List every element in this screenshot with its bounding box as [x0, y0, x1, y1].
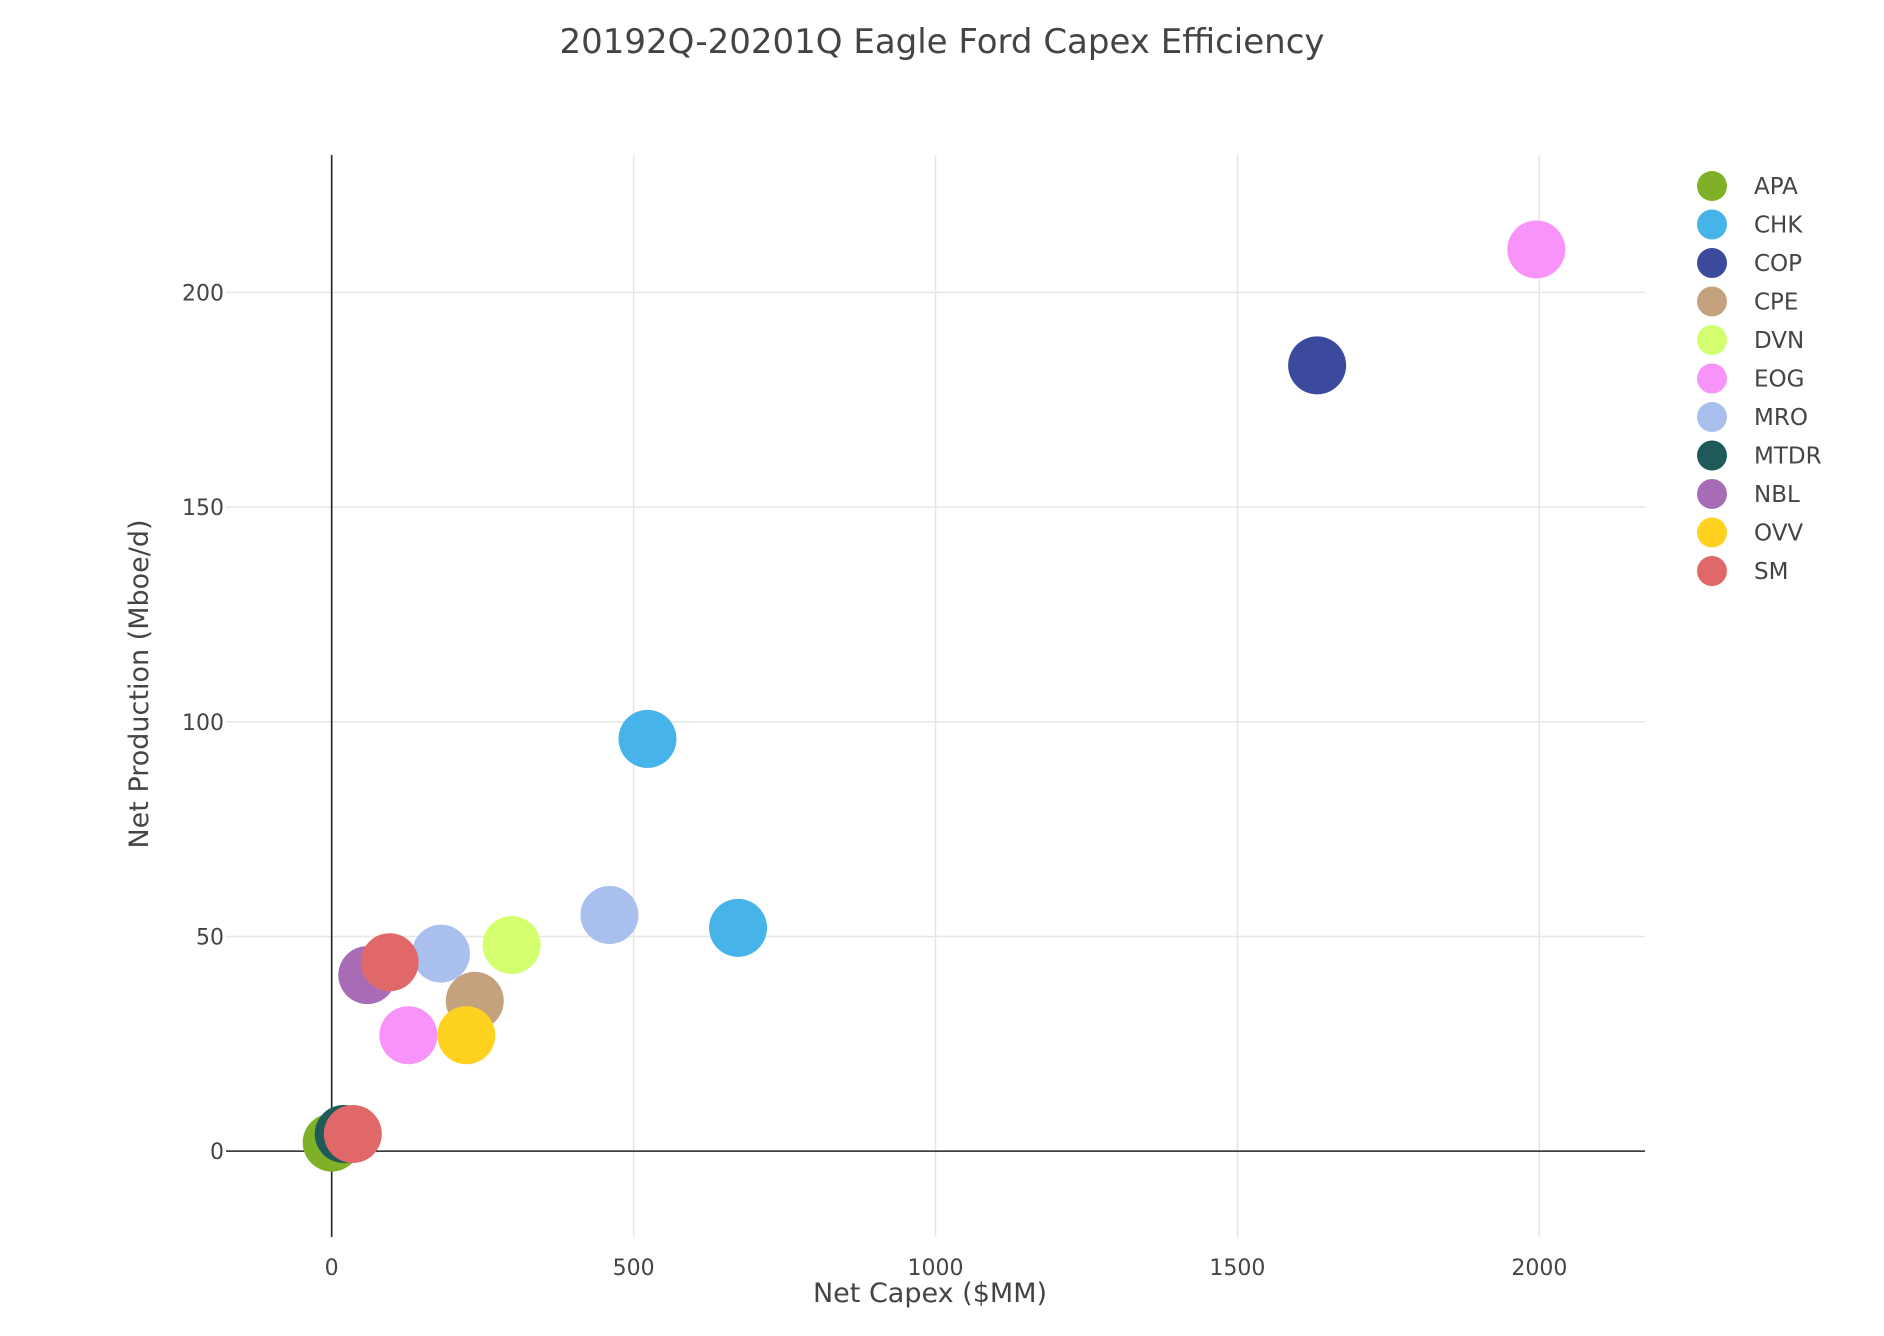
legend-label: EOG	[1754, 367, 1804, 393]
x-tick-label: 500	[613, 1256, 655, 1281]
data-point-mro[interactable]	[580, 885, 639, 944]
legend-item-cpe[interactable]: CPE	[1697, 286, 1798, 317]
data-point-cop[interactable]	[1288, 336, 1347, 395]
legend-marker	[1697, 286, 1727, 317]
legend-marker	[1697, 440, 1727, 471]
legend-marker	[1697, 363, 1727, 394]
legend-label: MRO	[1754, 405, 1808, 431]
x-tick-label: 2000	[1511, 1256, 1567, 1281]
data-point-chk[interactable]	[709, 898, 768, 957]
legend-item-mtdr[interactable]: MTDR	[1697, 440, 1822, 471]
gridlines	[226, 155, 1645, 1237]
legend-marker	[1697, 248, 1727, 278]
axes: 0 500 1000 1500 2000 0 50 100 150 200	[182, 155, 1645, 1281]
legend-item-dvn[interactable]: DVN	[1697, 325, 1804, 355]
legend-marker	[1697, 402, 1727, 432]
legend-item-mro[interactable]: MRO	[1697, 402, 1808, 432]
legend-item-apa[interactable]: APA	[1697, 171, 1798, 201]
legend-label: APA	[1754, 174, 1798, 200]
y-axis-title: Net Production (Mboe/d)	[124, 519, 155, 848]
chart-title: 20192Q-20201Q Eagle Ford Capex Efficienc…	[559, 22, 1324, 62]
x-axis-title: Net Capex ($MM)	[813, 1278, 1047, 1309]
data-point-dvn[interactable]	[482, 916, 541, 975]
legend-label: OVV	[1754, 521, 1803, 547]
y-tick-label: 150	[182, 496, 224, 521]
data-point-eog[interactable]	[1507, 220, 1566, 279]
y-tick-label: 50	[196, 925, 224, 950]
legend-label: SM	[1754, 559, 1788, 585]
legend: APA CHK COP CPE DVN EOG MRO MTDR NBL OVV SM	[1697, 171, 1822, 586]
legend-marker	[1697, 556, 1727, 586]
legend-marker	[1697, 479, 1727, 509]
legend-label: CHK	[1754, 213, 1803, 239]
data-point-mro[interactable]	[411, 924, 470, 983]
legend-label: DVN	[1754, 328, 1804, 354]
legend-marker	[1697, 171, 1727, 201]
legend-marker	[1697, 325, 1727, 355]
legend-item-nbl[interactable]: NBL	[1697, 479, 1800, 509]
y-tick-label: 0	[210, 1140, 224, 1165]
legend-marker	[1697, 517, 1727, 548]
data-points	[302, 220, 1566, 1172]
legend-label: MTDR	[1754, 444, 1822, 470]
legend-label: NBL	[1754, 482, 1800, 508]
x-tick-label: 1500	[1209, 1256, 1265, 1281]
x-tick-label: 0	[325, 1256, 339, 1281]
legend-label: CPE	[1754, 290, 1798, 316]
legend-label: COP	[1754, 251, 1802, 277]
legend-marker	[1697, 209, 1727, 240]
legend-item-eog[interactable]: EOG	[1697, 363, 1804, 394]
data-point-sm[interactable]	[360, 933, 419, 992]
data-point-sm[interactable]	[323, 1104, 382, 1163]
legend-item-cop[interactable]: COP	[1697, 248, 1802, 278]
legend-item-ovv[interactable]: OVV	[1697, 517, 1803, 548]
legend-item-sm[interactable]: SM	[1697, 556, 1788, 586]
data-point-chk[interactable]	[618, 709, 677, 768]
y-tick-label: 100	[182, 711, 224, 736]
y-tick-label: 200	[182, 281, 224, 306]
data-point-ovv[interactable]	[437, 1006, 496, 1065]
x-tick-label: 1000	[908, 1256, 964, 1281]
data-point-eog[interactable]	[379, 1006, 438, 1065]
legend-item-chk[interactable]: CHK	[1697, 209, 1803, 240]
